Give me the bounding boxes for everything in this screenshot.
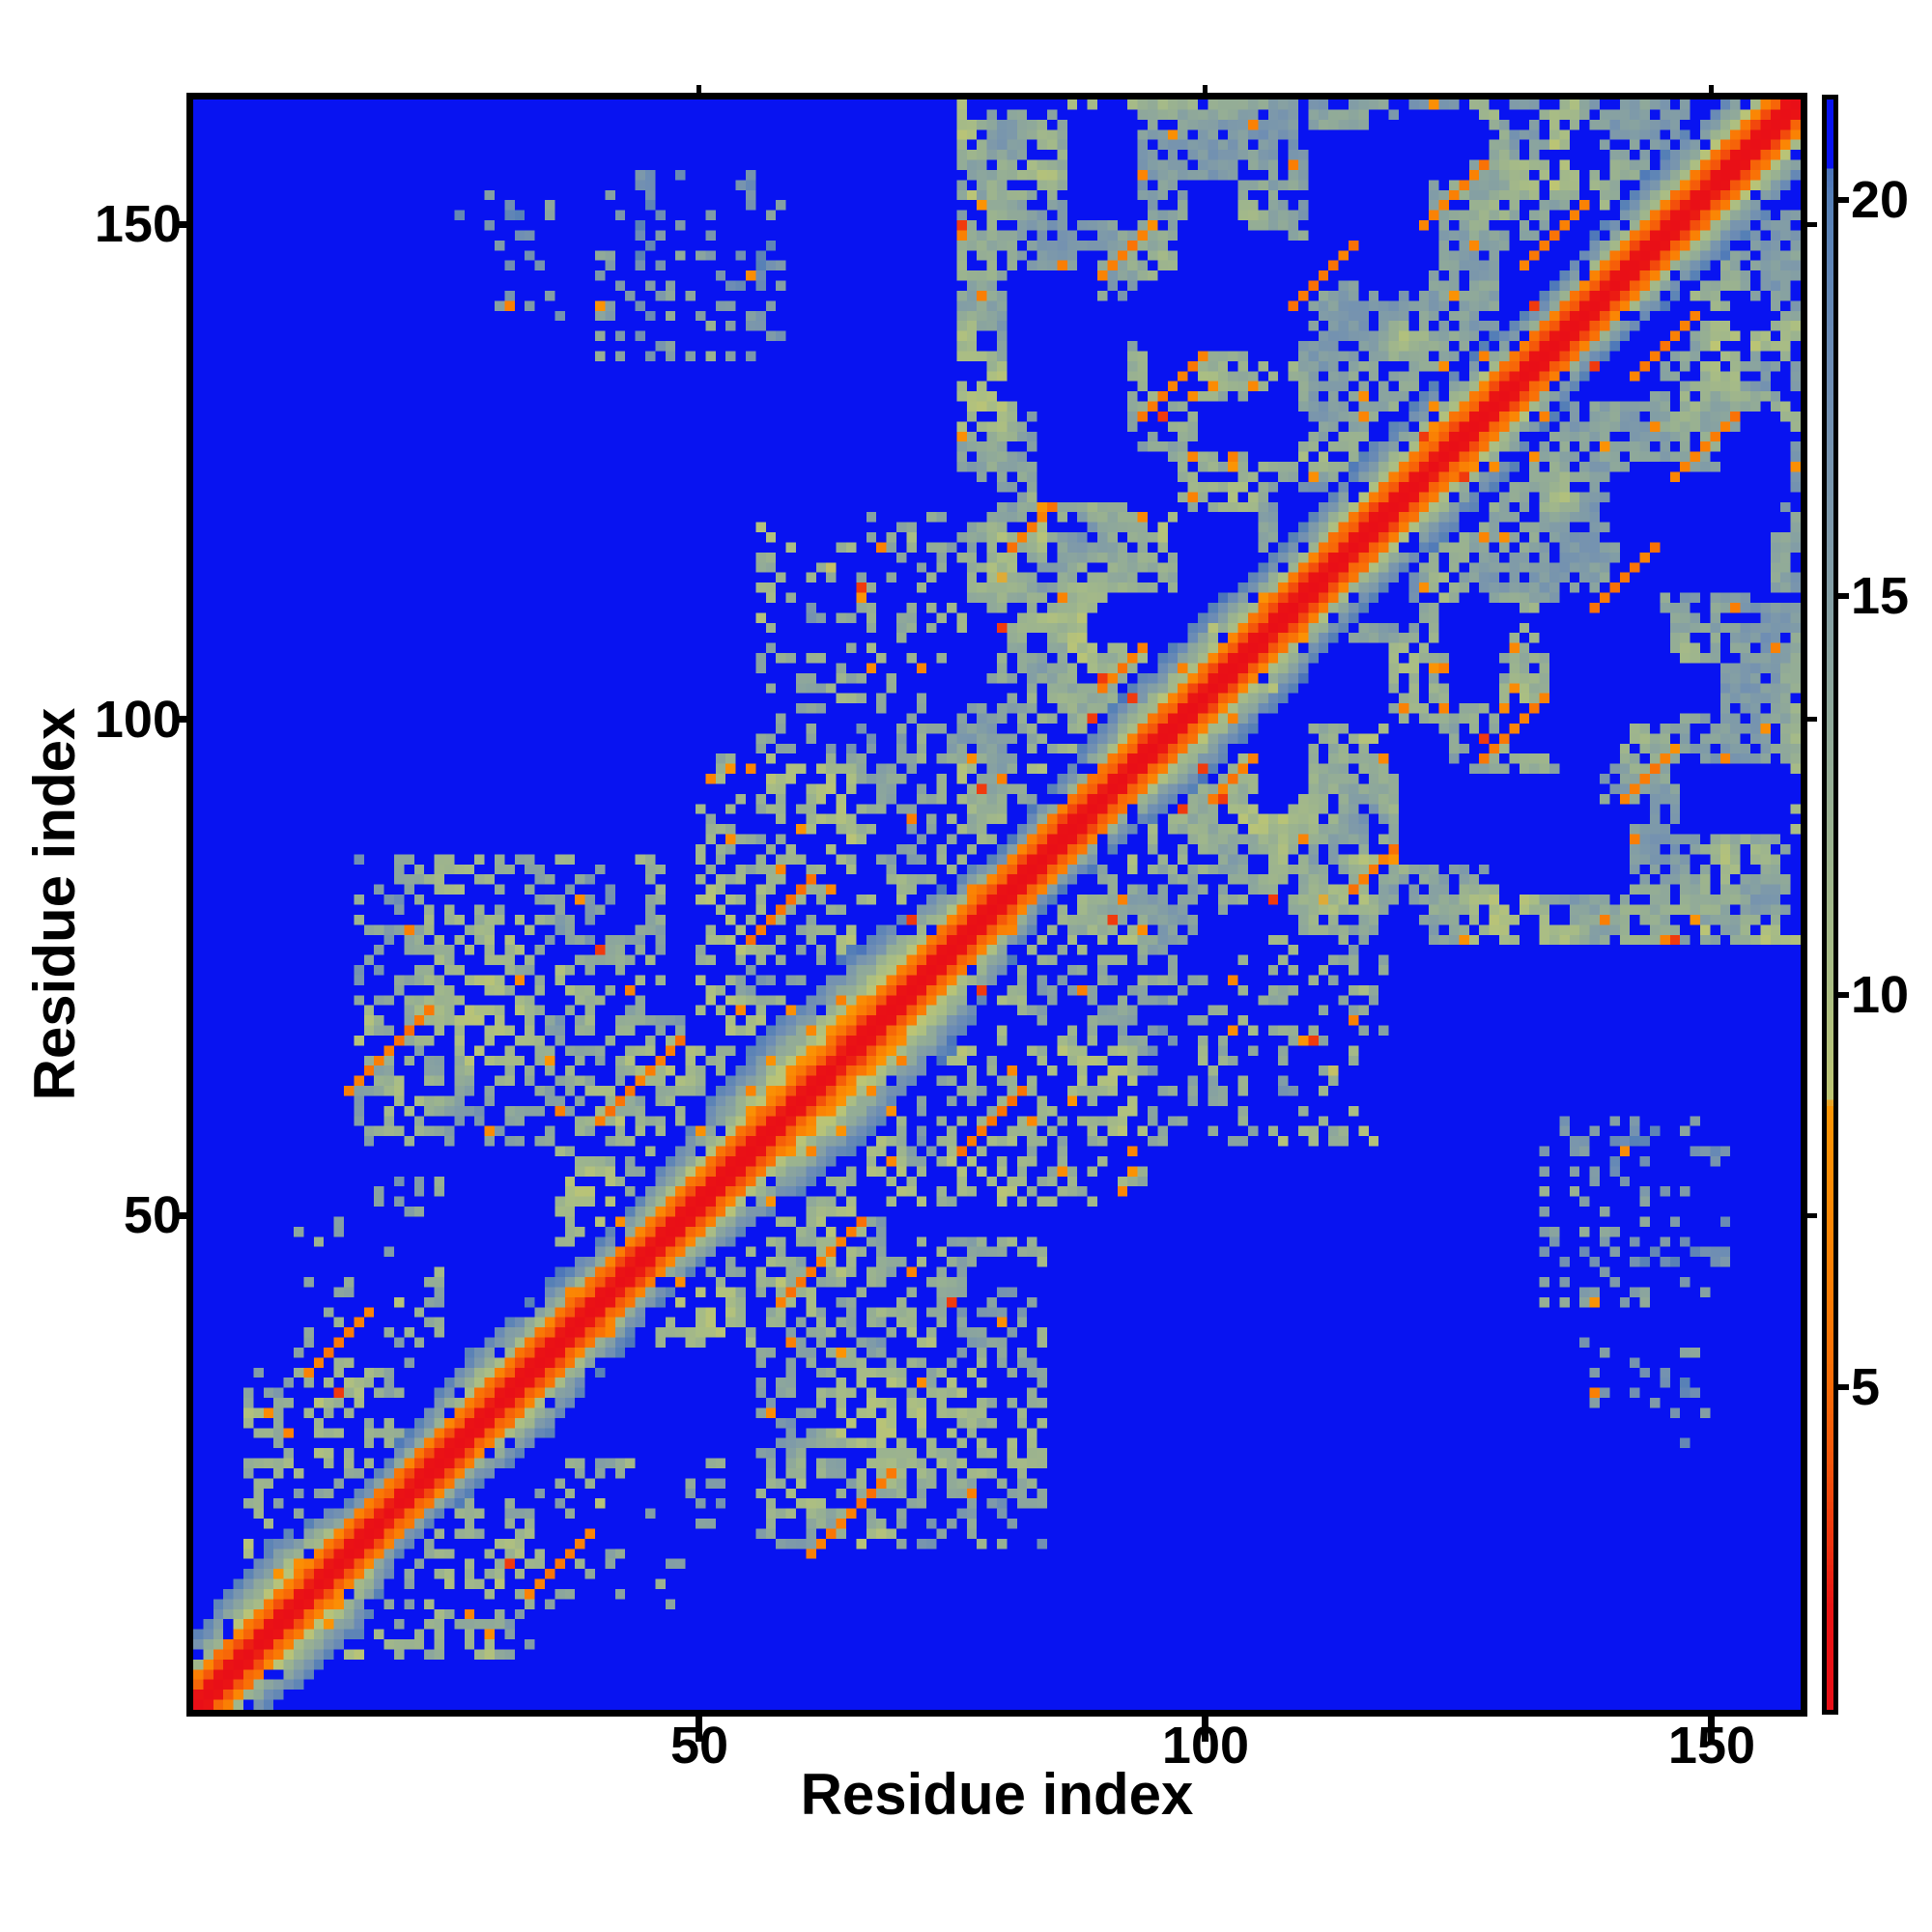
y-axis-right-tick [1807, 1212, 1817, 1218]
x-axis-title: Residue index [800, 1762, 1194, 1827]
colorbar-tick-label: 5 [1851, 1357, 1881, 1416]
colorbar-tick-label: 15 [1851, 566, 1910, 625]
x-axis-tick [696, 1717, 703, 1742]
colorbar-tick-label: 10 [1851, 966, 1910, 1025]
colorbar-tick [1838, 592, 1849, 599]
colorbar-tick-label: 20 [1851, 171, 1910, 230]
colorbar-tick [1838, 197, 1849, 204]
y-axis-right-tick [1807, 717, 1817, 723]
y-axis-tick [173, 1211, 186, 1219]
colorbar-gradient [1827, 99, 1833, 1710]
x-tick-label: 150 [1667, 1717, 1756, 1775]
distance-matrix-heatmap [193, 99, 1801, 1710]
x-tick-label: 100 [1161, 1717, 1250, 1775]
y-tick-label: 150 [94, 195, 182, 254]
plot-area [186, 93, 1807, 1717]
x-axis-tick [1708, 1717, 1716, 1742]
colorbar-tick [1838, 992, 1849, 999]
y-axis-right-tick [1807, 221, 1817, 227]
y-tick-label: 100 [94, 690, 182, 749]
x-axis-tick [1202, 1717, 1209, 1742]
y-axis-tick [173, 716, 186, 724]
y-axis-tick [173, 220, 186, 228]
y-tick-label: 50 [123, 1186, 182, 1245]
x-axis-top-tick [1203, 85, 1208, 93]
x-tick-label: 50 [669, 1717, 729, 1775]
x-axis-top-tick [1709, 85, 1715, 93]
y-axis-title: Residue index [22, 707, 87, 1101]
colorbar-tick [1838, 1383, 1849, 1390]
colorbar [1822, 95, 1838, 1715]
x-axis-top-tick [696, 85, 702, 93]
